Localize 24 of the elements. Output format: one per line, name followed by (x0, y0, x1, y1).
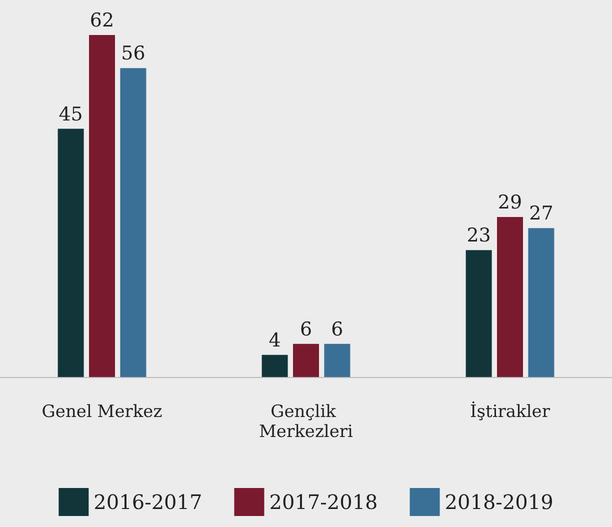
legend-label: 2018-2019 (444, 490, 554, 514)
data-label: 23 (466, 224, 491, 247)
x-tick-label: Gençlik Merkezleri (259, 402, 354, 442)
bar (466, 250, 492, 377)
data-label: 6 (300, 318, 312, 340)
bar (293, 344, 319, 377)
bar (497, 217, 523, 377)
data-label: 29 (498, 192, 522, 214)
data-label: 4 (268, 329, 281, 352)
data-label: 6 (331, 318, 344, 340)
bar (120, 68, 146, 377)
data-label: 45 (58, 103, 83, 126)
legend-label: 2016-2017 (94, 490, 202, 514)
bar (324, 344, 350, 377)
bar (528, 228, 554, 377)
bar (89, 35, 115, 377)
legend-label: 2017-2018 (269, 490, 378, 514)
x-tick-label: Genel Merkez (42, 402, 162, 422)
data-label: 62 (90, 10, 114, 32)
data-label: 56 (121, 42, 146, 65)
data-label: 27 (529, 202, 554, 225)
bar (262, 354, 288, 377)
x-tick-label: İştirakler (470, 401, 551, 422)
bar (58, 128, 84, 377)
